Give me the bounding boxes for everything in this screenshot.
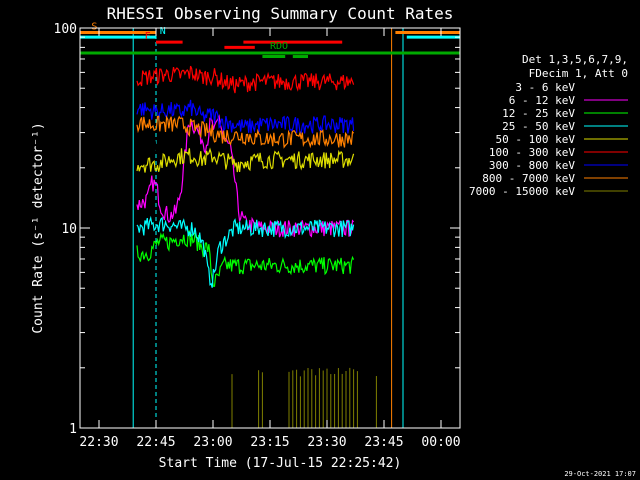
legend-label-3: 25 - 50 keV (502, 120, 575, 133)
x-tick-label-5: 23:45 (364, 435, 403, 450)
y-tick-label-2: 100 (54, 22, 77, 37)
legend-label-6: 300 - 800 keV (489, 159, 575, 172)
y-tick-label-1: 10 (61, 222, 77, 237)
annotation-rdo: RDO (270, 41, 288, 52)
legend-label-0: 3 - 6 keV (515, 81, 575, 94)
plot-layer: S NF RDO (79, 21, 461, 428)
legend-header-line-1: Det 1,3,5,6,7,9, (522, 53, 628, 66)
annotation-n: N (160, 26, 166, 37)
y-tick-label-0: 1 (69, 422, 77, 437)
series-4 (136, 147, 355, 173)
series-line-2 (136, 230, 355, 287)
series-6 (136, 99, 355, 134)
legend-label-1: 6 - 12 keV (509, 94, 576, 107)
annotation-f: F (145, 31, 151, 42)
series-line-4 (136, 147, 355, 173)
legend-label-8: 7000 - 15000 keV (469, 185, 575, 198)
x-axis-label: Start Time (17-Jul-15 22:25:42) (159, 456, 402, 471)
timestamp-footer: 29-Oct-2021 17:07 (564, 470, 636, 478)
series-line-0 (136, 84, 355, 159)
legend-label-4: 50 - 100 keV (496, 133, 576, 146)
series-line-3 (136, 215, 355, 288)
x-tick-label-6: 00:00 (421, 435, 460, 450)
series-line-6 (136, 99, 355, 134)
x-tick-label-4: 23:30 (307, 435, 346, 450)
annotation-s: S (91, 21, 97, 32)
series-line-5 (136, 65, 355, 94)
series-0 (136, 84, 355, 159)
series-7 (136, 114, 355, 149)
legend-header-line-2: FDecim 1, Att 0 (529, 67, 628, 80)
axis-layer: 22:30 22:45 23:00 23:15 23:30 23:45 00:00 1 10 10… (54, 22, 461, 450)
series-2 (136, 230, 355, 287)
series-line-7 (136, 114, 355, 149)
x-tick-label-1: 22:45 (136, 435, 175, 450)
x-tick-label-0: 22:30 (79, 435, 118, 450)
series-3 (136, 215, 355, 288)
legend-label-7: 800 - 7000 keV (482, 172, 575, 185)
legend: Det 1,3,5,6,7,9, FDecim 1, Att 0 3 - 6 k… (469, 53, 628, 198)
x-tick-label-2: 23:00 (193, 435, 232, 450)
series-5 (136, 65, 355, 94)
chart-title: RHESSI Observing Summary Count Rates (107, 4, 454, 23)
x-tick-label-3: 23:15 (250, 435, 289, 450)
legend-label-5: 100 - 300 keV (489, 146, 575, 159)
legend-label-2: 12 - 25 keV (502, 107, 575, 120)
y-axis-label: Count Rate (s⁻¹ detector⁻¹) (31, 122, 46, 333)
series-8 (231, 367, 377, 428)
